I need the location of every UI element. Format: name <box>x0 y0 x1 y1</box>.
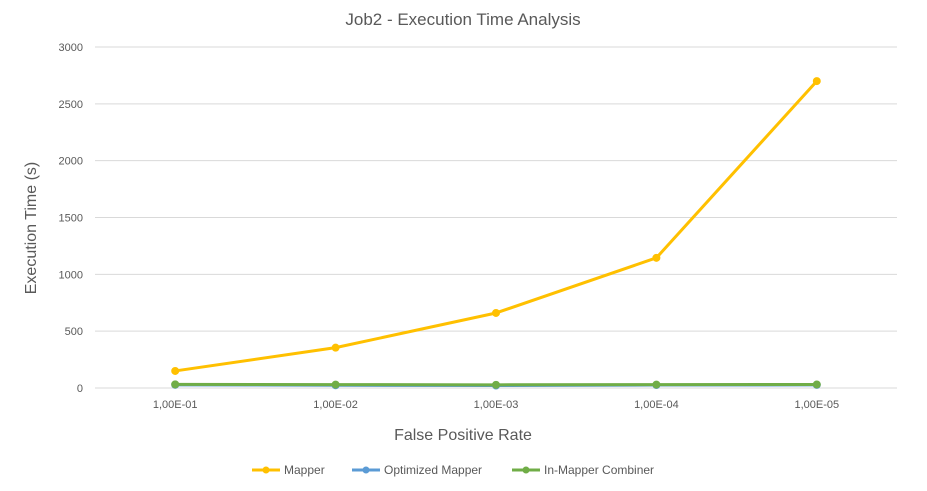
legend-label: Mapper <box>284 463 325 477</box>
y-tick-label: 1500 <box>59 213 83 225</box>
series-lines <box>171 77 821 390</box>
y-axis-ticks: 0 500 1000 1500 2000 2500 3000 <box>59 42 83 395</box>
legend-label: Optimized Mapper <box>384 463 482 477</box>
chart-title: Job2 - Execution Time Analysis <box>345 10 580 29</box>
x-axis-ticks: 1,00E-01 1,00E-02 1,00E-03 1,00E-04 1,00E-05 <box>153 399 839 411</box>
x-axis-title: False Positive Rate <box>394 427 532 444</box>
data-point <box>492 380 500 389</box>
y-tick-label: 0 <box>77 383 83 395</box>
data-point <box>331 343 340 352</box>
series-mapper <box>171 77 821 375</box>
data-point <box>812 380 821 389</box>
gridlines <box>95 46 897 389</box>
legend-marker <box>262 466 270 474</box>
y-tick-label: 500 <box>65 326 83 338</box>
x-tick-label: 1,00E-02 <box>313 399 358 411</box>
legend-marker <box>522 466 530 474</box>
data-point <box>652 380 661 389</box>
legend-marker <box>362 466 370 474</box>
legend-item: Optimized Mapper <box>352 463 482 477</box>
x-tick-label: 1,00E-01 <box>153 399 198 411</box>
x-tick-label: 1,00E-03 <box>474 399 519 411</box>
x-tick-label: 1,00E-04 <box>634 399 679 411</box>
data-point <box>812 77 821 86</box>
y-tick-label: 2000 <box>59 156 83 168</box>
data-point <box>652 253 661 262</box>
y-tick-label: 2500 <box>59 99 83 111</box>
legend-item: Mapper <box>252 463 325 477</box>
data-point <box>171 366 180 375</box>
series-in-mapper-combiner <box>171 380 821 389</box>
data-point <box>331 380 340 389</box>
y-tick-label: 3000 <box>59 42 83 54</box>
y-axis-title: Execution Time (s) <box>23 162 40 294</box>
x-tick-label: 1,00E-05 <box>794 399 839 411</box>
legend-item: In-Mapper Combiner <box>512 463 654 477</box>
y-tick-label: 1000 <box>59 269 83 281</box>
data-point <box>492 308 500 317</box>
series-line <box>173 79 819 373</box>
legend: Mapper Optimized Mapper In-Mapper Combiner <box>252 463 654 477</box>
legend-label: In-Mapper Combiner <box>544 463 654 477</box>
data-point <box>171 380 180 389</box>
